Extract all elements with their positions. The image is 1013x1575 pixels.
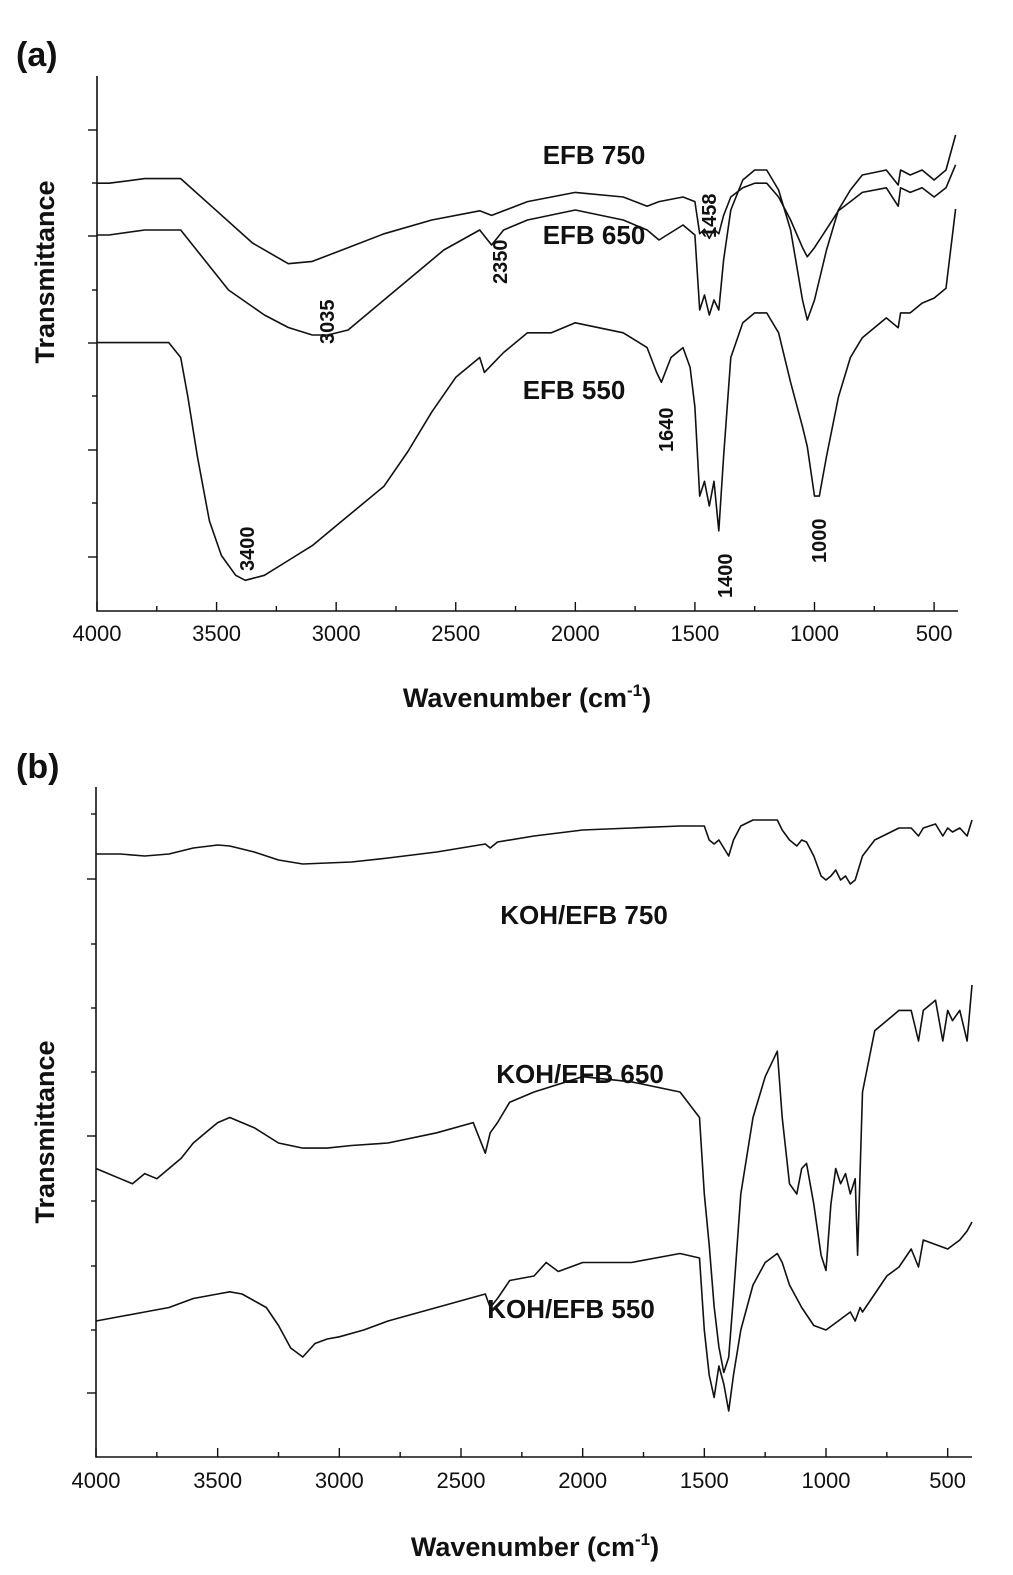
x-tick-label-500: 500	[929, 1468, 966, 1493]
x-tick-label-1500: 1500	[670, 621, 719, 646]
panel-a-x-tick-labels: 4000 3500 3000 2500 2000 1500 1000 500	[73, 621, 953, 646]
x-tick-label-1500: 1500	[680, 1468, 729, 1493]
x-tick-label-2000: 2000	[558, 1468, 607, 1493]
panel-b-series	[95, 819, 973, 1412]
x-axis-title-a-main: Wavenumber (cm	[403, 683, 627, 713]
x-tick-label-2000: 2000	[551, 621, 600, 646]
y-axis-title-b: Transmittance	[30, 1040, 60, 1223]
x-tick-label-2500: 2500	[431, 621, 480, 646]
series-label-koh-efb-550: KOH/EFB 550	[487, 1294, 655, 1324]
panel-b-x-tick-labels: 4000 3500 3000 2500 2000 1500 1000 500	[72, 1468, 967, 1493]
x-axis-title-b-main: Wavenumber (cm	[411, 1532, 635, 1562]
peak-label-2350: 2350	[490, 240, 512, 285]
panel-a: (a) 4000 3500 3000 2500 2000 1500 1000 500 Tran…	[16, 36, 958, 713]
series-line-efb-650	[97, 134, 957, 336]
series-line-efb-550	[97, 208, 957, 582]
series-label-efb-650: EFB 650	[543, 220, 646, 250]
x-tick-label-4000: 4000	[73, 621, 122, 646]
panel-label-a: (a)	[16, 36, 58, 74]
y-axis-title-a: Transmittance	[30, 180, 60, 363]
panel-b-ticks	[87, 813, 949, 1457]
peak-label-3400: 3400	[237, 527, 259, 572]
x-axis-title-b-sup: -1	[635, 1530, 650, 1549]
x-tick-label-1000: 1000	[790, 621, 839, 646]
x-axis-title-a: Wavenumber (cm-1)	[403, 681, 651, 713]
peak-label-1458: 1458	[699, 194, 721, 239]
x-tick-label-3500: 3500	[192, 621, 241, 646]
x-tick-label-4000: 4000	[72, 1468, 121, 1493]
x-tick-label-3500: 3500	[193, 1468, 242, 1493]
peak-label-1000: 1000	[809, 519, 831, 564]
x-tick-label-1000: 1000	[802, 1468, 851, 1493]
peak-label-1400: 1400	[715, 554, 737, 599]
panel-b: (b) 4000 3500 3000 2500 2000 1500 1000 500 Tran…	[16, 748, 973, 1562]
panel-label-b: (b)	[16, 748, 59, 786]
x-axis-title-a-tail: )	[642, 683, 651, 713]
series-line-koh-efb-650	[95, 984, 973, 1374]
x-axis-title-a-sup: -1	[627, 681, 642, 700]
series-label-efb-750: EFB 750	[543, 140, 646, 170]
panel-a-ticks	[88, 129, 935, 611]
x-axis-title-b-tail: )	[650, 1532, 659, 1562]
x-axis-title-b: Wavenumber (cm-1)	[411, 1530, 659, 1562]
panel-a-series	[97, 134, 957, 582]
x-tick-label-3000: 3000	[315, 1468, 364, 1493]
panel-b-axes	[95, 787, 972, 1458]
series-line-koh-efb-550	[95, 1221, 973, 1412]
x-tick-label-500: 500	[916, 621, 953, 646]
series-line-efb-750	[97, 164, 957, 265]
x-tick-label-2500: 2500	[437, 1468, 486, 1493]
series-label-efb-550: EFB 550	[523, 375, 626, 405]
series-label-koh-efb-650: KOH/EFB 650	[496, 1059, 664, 1089]
peak-label-1640: 1640	[656, 408, 678, 453]
x-tick-label-3000: 3000	[312, 621, 361, 646]
series-label-koh-efb-750: KOH/EFB 750	[500, 900, 668, 930]
series-line-koh-efb-750	[96, 819, 973, 885]
peak-label-3035: 3035	[317, 300, 339, 345]
